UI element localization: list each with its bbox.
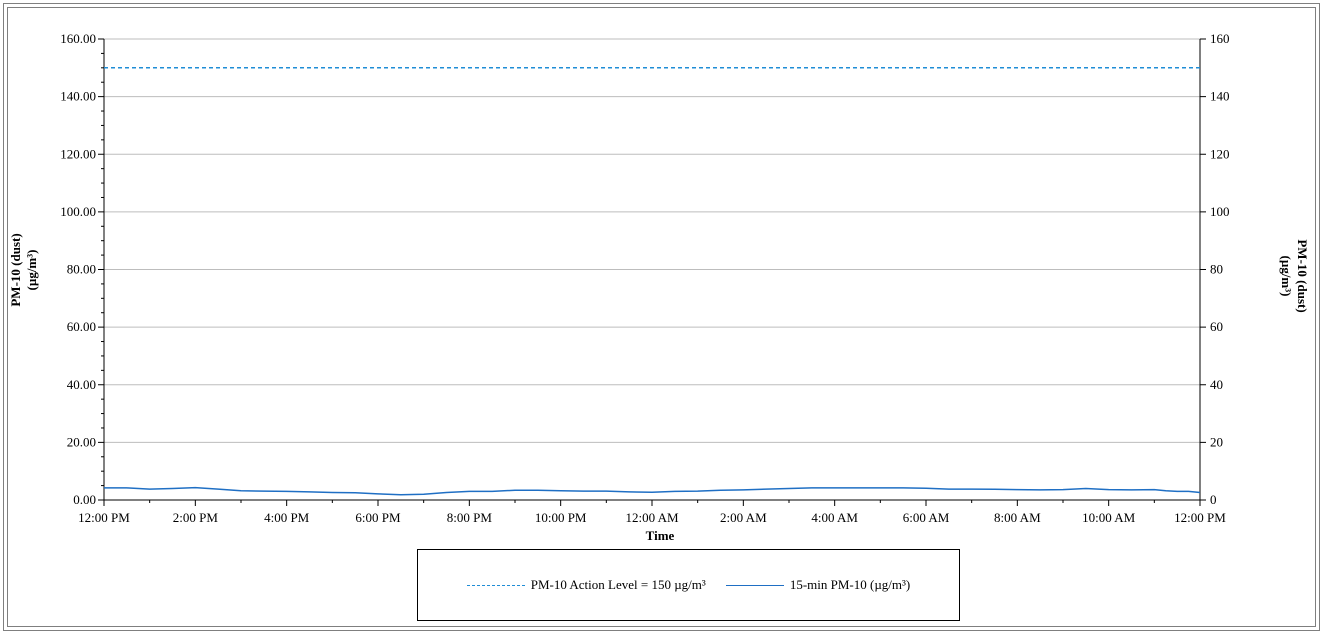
- y-right-tick-label: 160: [1210, 31, 1230, 46]
- x-tick-label: 8:00 PM: [447, 510, 493, 525]
- y-axis-left-title-line1: PM-10 (dust): [8, 233, 23, 306]
- y-right-tick-label: 40: [1210, 377, 1223, 392]
- axes: [98, 38, 1206, 506]
- x-tick-label: 12:00 PM: [1174, 510, 1226, 525]
- legend-swatch-solid: [725, 584, 784, 586]
- y-left-tick-label: 40.00: [67, 377, 96, 392]
- x-tick-label: 6:00 PM: [355, 510, 401, 525]
- y-left-tick-label: 0.00: [73, 492, 96, 507]
- y-right-tick-label: 100: [1210, 204, 1230, 219]
- x-tick-label: 10:00 PM: [535, 510, 587, 525]
- chart-legend: PM-10 Action Level = 150 µg/m³ 15-min PM…: [417, 549, 960, 621]
- y-left-tick-label: 20.00: [67, 434, 96, 449]
- x-tick-label: 6:00 AM: [903, 510, 950, 525]
- series-15min-pm10-line: [104, 486, 1201, 496]
- chart-inner-frame: [7, 7, 1316, 627]
- y-axis-right-title: PM-10 (dust) (µg/m³): [1279, 239, 1310, 312]
- x-tick-label: 10:00 AM: [1082, 510, 1136, 525]
- gridlines: [104, 38, 1200, 443]
- y-axis-left-title-line2: (µg/m³): [24, 250, 39, 291]
- y-right-tick-label: 20: [1210, 434, 1223, 449]
- x-axis-title: Time: [646, 528, 675, 543]
- y-right-tick-label: 140: [1210, 89, 1230, 104]
- x-tick-label: 2:00 AM: [720, 510, 767, 525]
- x-axis-ticks: 12:00 PM 2:00 PM 4:00 PM 6:00 PM 8:00 PM 10:0…: [78, 510, 1226, 525]
- y-axis-left-title: PM-10 (dust) (µg/m³): [8, 233, 39, 306]
- y-axis-left-ticks: 0.00 20.00 40.00 60.00 80.00 100.00 120.00 140.…: [60, 31, 96, 507]
- y-left-tick-label: 120.00: [60, 146, 96, 161]
- y-right-tick-label: 120: [1210, 146, 1230, 161]
- x-tick-label: 4:00 AM: [811, 510, 858, 525]
- x-tick-label: 8:00 AM: [994, 510, 1041, 525]
- y-right-tick-label: 0: [1210, 492, 1217, 507]
- y-left-tick-label: 60.00: [67, 319, 96, 334]
- legend-item-15min: 15-min PM-10 (µg/m³): [725, 577, 911, 593]
- series-lines: [104, 67, 1201, 496]
- chart-outer-frame: [3, 3, 1320, 631]
- x-tick-label: 12:00 AM: [625, 510, 679, 525]
- x-tick-label: 12:00 PM: [78, 510, 130, 525]
- legend-label-action-level: PM-10 Action Level = 150 µg/m³: [530, 577, 706, 592]
- y-axis-right-title-line2: (µg/m³): [1279, 256, 1294, 297]
- x-tick-label: 4:00 PM: [264, 510, 310, 525]
- y-left-tick-label: 140.00: [60, 89, 96, 104]
- y-left-tick-label: 80.00: [67, 262, 96, 277]
- y-left-tick-label: 100.00: [60, 204, 96, 219]
- legend-swatch-dashed: [466, 584, 525, 586]
- legend-label-15min: 15-min PM-10 (µg/m³): [789, 577, 911, 592]
- y-right-tick-label: 80: [1210, 262, 1223, 277]
- y-axis-right-title-line1: PM-10 (dust): [1295, 239, 1310, 312]
- x-tick-label: 2:00 PM: [173, 510, 219, 525]
- legend-item-action-level: PM-10 Action Level = 150 µg/m³: [466, 577, 706, 593]
- y-left-tick-label: 160.00: [60, 31, 96, 46]
- y-axis-right-ticks: 0 20 40 60 80 100 120 140 160: [1210, 31, 1230, 507]
- y-right-tick-label: 60: [1210, 319, 1223, 334]
